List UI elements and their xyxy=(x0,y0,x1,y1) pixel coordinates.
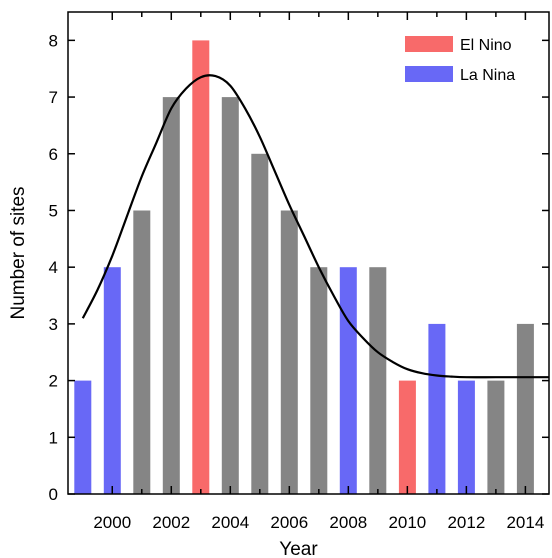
plot-frame xyxy=(67,11,550,495)
x-tick-label-2014: 2014 xyxy=(506,513,544,532)
y-tick-label-1: 1 xyxy=(49,428,58,447)
bar-2009 xyxy=(369,267,387,494)
bar-2013 xyxy=(487,380,505,494)
bar-2004 xyxy=(221,97,239,494)
x-axis-title: Year xyxy=(279,539,318,558)
x-tick-label-2012: 2012 xyxy=(447,513,485,532)
bar-1999 xyxy=(74,380,92,494)
bar-2001 xyxy=(133,210,151,494)
y-tick-label-3: 3 xyxy=(49,315,58,334)
legend-label-el-nino: El Nino xyxy=(460,37,512,54)
legend-swatch-la-nina xyxy=(405,66,453,82)
legend-swatch-el-nino xyxy=(405,36,453,52)
x-tick-label-2000: 2000 xyxy=(93,513,131,532)
bar-2006 xyxy=(280,210,298,494)
y-tick-label-0: 0 xyxy=(49,485,58,504)
x-tick-label-2002: 2002 xyxy=(152,513,190,532)
y-tick-label-8: 8 xyxy=(49,31,58,50)
bar-2002 xyxy=(162,97,180,494)
fit-curve xyxy=(81,74,549,379)
y-tick-label-6: 6 xyxy=(49,145,58,164)
bar-2010 xyxy=(398,380,416,494)
y-tick-label-5: 5 xyxy=(49,201,58,220)
bar-2000 xyxy=(103,267,121,494)
x-tick-label-2006: 2006 xyxy=(270,513,308,532)
y-tick-label-7: 7 xyxy=(49,88,58,107)
y-tick-label-2: 2 xyxy=(49,372,58,391)
legend-label-la-nina: La Nina xyxy=(460,67,515,84)
bar-2011 xyxy=(428,323,446,494)
bar-2003 xyxy=(192,40,210,495)
bar-2012 xyxy=(457,380,475,494)
x-tick-label-2008: 2008 xyxy=(329,513,367,532)
x-tick-label-2010: 2010 xyxy=(388,513,426,532)
y-tick-label-4: 4 xyxy=(49,258,58,277)
x-tick-label-2004: 2004 xyxy=(211,513,249,532)
bar-2008 xyxy=(339,267,357,494)
y-axis-title: Number of sites xyxy=(8,186,29,319)
bars-layer xyxy=(74,40,534,495)
legend: El Nino La Nina xyxy=(405,36,515,84)
ticks-layer: 0 1 2 3 4 5 6 7 8 2000 2002 2004 2006 2008 2010 2012 201… xyxy=(49,12,549,532)
bar-2007 xyxy=(310,267,328,494)
bar-2005 xyxy=(251,153,269,495)
bar-2014 xyxy=(516,323,534,494)
